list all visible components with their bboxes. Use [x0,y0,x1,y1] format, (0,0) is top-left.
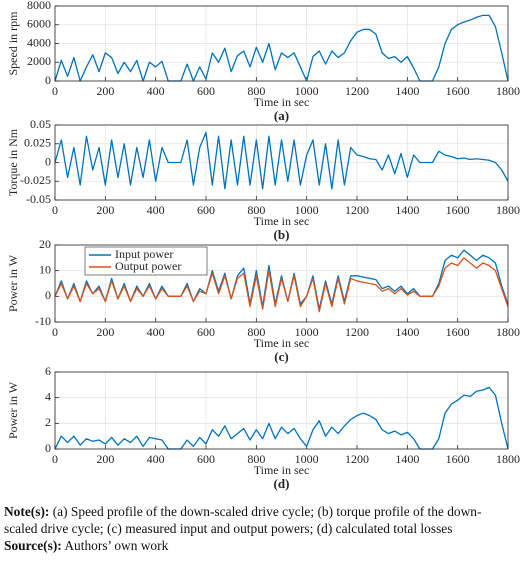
y-tick-label: -0.05 [26,192,51,206]
x-tick-label: 1000 [295,84,319,98]
y-tick-label: -10 [35,314,51,328]
x-axis-label: Time in sec [254,463,310,477]
source-text: Authors’ own work [64,538,169,553]
x-tick-label: 1000 [295,325,319,339]
panel-label: (a) [274,108,289,123]
y-tick-label: 0 [45,154,51,168]
y-tick-label: 2000 [27,54,51,68]
x-tick-label: 1800 [496,325,520,339]
x-tick-label: 1400 [395,84,419,98]
figure: 0 200 400 600 800 1000 1200 1400 1600 18000200040… [6,0,520,491]
y-tick-label: 0 [45,73,51,87]
y-tick-label: 0.05 [30,117,51,131]
x-tick-label: 1200 [345,325,369,339]
x-tick-label: 1400 [395,203,419,217]
x-tick-label: 1600 [446,325,470,339]
y-tick-label: 10 [39,262,51,276]
x-tick-label: 800 [247,203,265,217]
axes-box [54,371,509,450]
y-tick-label: 8000 [27,0,51,12]
x-tick-label: 1400 [395,325,419,339]
y-tick-label: 0.025 [24,136,51,150]
x-tick-label: 1200 [345,84,369,98]
x-tick-label: 800 [247,84,265,98]
x-tick-label: 600 [197,203,215,217]
legend-label: Output power [115,259,181,273]
data-line [54,257,509,313]
x-tick-label: 1800 [496,452,520,466]
x-tick-label: 1600 [446,84,470,98]
x-axis-label: Time in sec [254,336,310,350]
x-tick-label: 800 [247,325,265,339]
x-tick-label: 0 [52,452,58,466]
x-tick-label: 1000 [295,452,319,466]
x-tick-label: 400 [147,452,165,466]
x-tick-label: 600 [197,452,215,466]
x-tick-label: 1800 [496,203,520,217]
x-tick-label: 1200 [345,452,369,466]
y-tick-label: 2 [45,415,51,429]
x-tick-label: 600 [197,325,215,339]
note-label: Note(s): [4,504,50,519]
x-axis-label: Time in sec [254,214,310,228]
x-tick-label: 600 [197,84,215,98]
x-tick-label: 200 [96,452,114,466]
x-tick-label: 1600 [446,203,470,217]
x-tick-label: 1400 [395,452,419,466]
source-label: Source(s): [4,538,62,553]
x-tick-label: 1000 [295,203,319,217]
x-tick-label: 400 [147,84,165,98]
note-text: (a) Speed profile of the down-scaled dri… [4,504,482,536]
x-axis-label: Time in sec [254,95,310,109]
panel-label: (d) [274,476,290,491]
caption: Note(s): (a) Speed profile of the down-s… [4,503,509,554]
source: Source(s): Authors’ own work [4,537,509,554]
y-tick-label: 0 [45,288,51,302]
axes-box [54,124,509,201]
legend-box [84,246,208,276]
x-tick-label: 1600 [446,452,470,466]
y-axis-label: Speed in rpm [6,11,20,76]
data-line [54,131,509,190]
x-tick-label: 400 [147,203,165,217]
x-tick-label: 200 [96,84,114,98]
y-axis-label: Power in W [6,381,20,439]
x-tick-label: 0 [52,84,58,98]
plot-area [55,372,508,449]
note: Note(s): (a) Speed profile of the down-s… [4,503,509,537]
y-axis-label: Torque in Nm [6,128,20,196]
y-tick-label: 6000 [27,17,51,31]
y-tick-label: 4000 [27,35,51,49]
legend-label: Input power [115,247,173,261]
y-tick-label: -0.025 [20,173,51,187]
y-axis-label: Power in W [6,254,20,312]
axes-box [54,5,509,82]
x-tick-label: 1800 [496,84,520,98]
x-tick-label: 800 [247,452,265,466]
x-tick-label: 0 [52,203,58,217]
x-tick-label: 200 [96,325,114,339]
y-tick-label: 20 [39,237,51,251]
x-tick-label: 1200 [345,203,369,217]
panel-label: (b) [274,227,290,242]
y-tick-label: 4 [45,389,51,403]
x-tick-label: 400 [147,325,165,339]
x-tick-label: 0 [52,325,58,339]
panel-label: (c) [274,349,288,364]
x-tick-label: 200 [96,203,114,217]
axes-box [54,244,509,323]
y-tick-label: 6 [45,364,51,378]
y-tick-label: 0 [45,441,51,455]
